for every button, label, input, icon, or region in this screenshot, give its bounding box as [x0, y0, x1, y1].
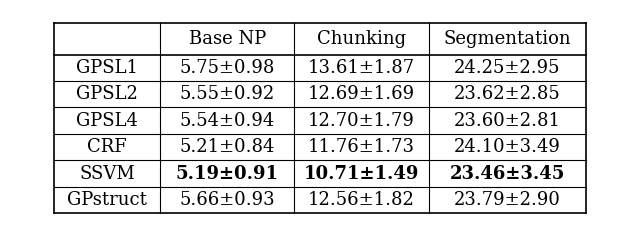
Text: 5.21±0.84: 5.21±0.84	[179, 138, 275, 156]
Text: 5.19±0.91: 5.19±0.91	[176, 164, 278, 183]
Text: GPSL2: GPSL2	[76, 85, 138, 103]
Text: 11.76±1.73: 11.76±1.73	[308, 138, 415, 156]
Text: 13.61±1.87: 13.61±1.87	[308, 59, 415, 77]
Text: 5.66±0.93: 5.66±0.93	[179, 191, 275, 209]
Text: 23.79±2.90: 23.79±2.90	[454, 191, 561, 209]
Text: 10.71±1.49: 10.71±1.49	[304, 164, 419, 183]
Text: 12.69±1.69: 12.69±1.69	[308, 85, 415, 103]
Text: GPSL4: GPSL4	[76, 112, 138, 130]
Text: 5.55±0.92: 5.55±0.92	[180, 85, 275, 103]
Text: GPstruct: GPstruct	[67, 191, 147, 209]
Text: Base NP: Base NP	[189, 30, 266, 48]
Text: 12.70±1.79: 12.70±1.79	[308, 112, 415, 130]
Text: 24.10±3.49: 24.10±3.49	[454, 138, 561, 156]
Text: Segmentation: Segmentation	[444, 30, 571, 48]
Text: 23.60±2.81: 23.60±2.81	[454, 112, 561, 130]
Text: CRF: CRF	[87, 138, 127, 156]
Text: SSVM: SSVM	[79, 164, 135, 183]
Text: 23.46±3.45: 23.46±3.45	[449, 164, 565, 183]
Text: 24.25±2.95: 24.25±2.95	[454, 59, 561, 77]
Text: Chunking: Chunking	[317, 30, 406, 48]
Text: 23.62±2.85: 23.62±2.85	[454, 85, 561, 103]
Text: GPSL1: GPSL1	[76, 59, 138, 77]
Text: 5.54±0.94: 5.54±0.94	[180, 112, 275, 130]
Text: 5.75±0.98: 5.75±0.98	[179, 59, 275, 77]
Text: 12.56±1.82: 12.56±1.82	[308, 191, 415, 209]
